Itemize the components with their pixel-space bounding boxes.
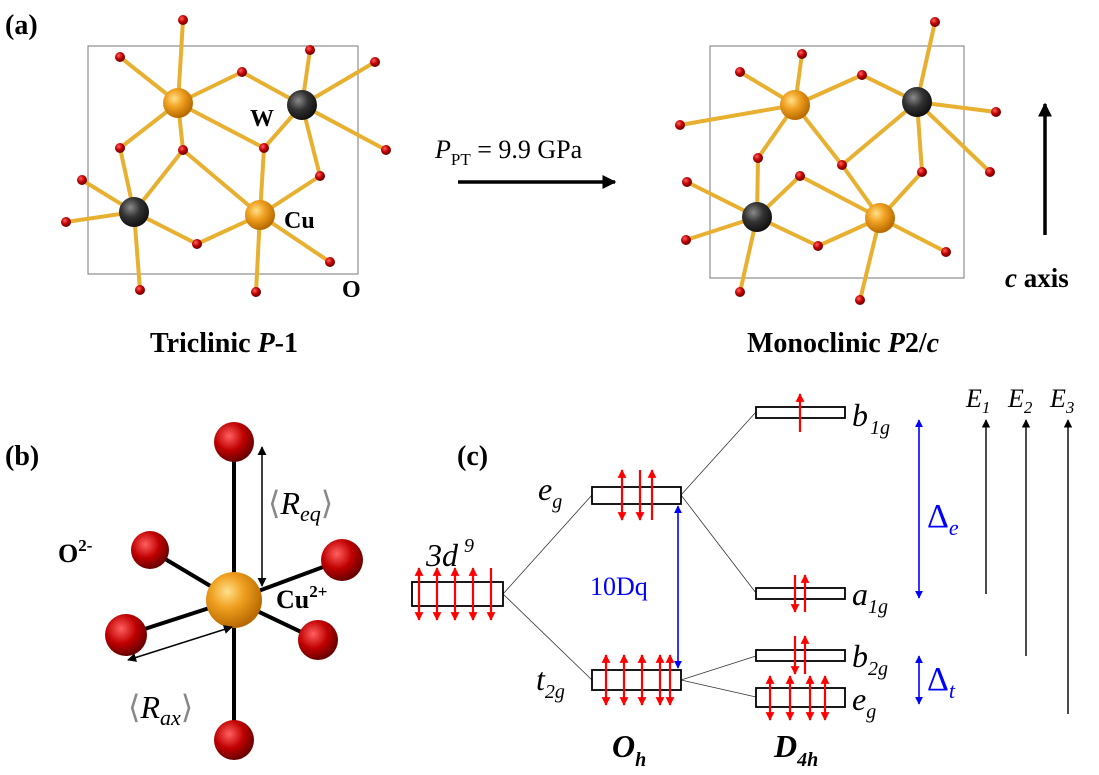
- transition-arrows: [981, 419, 1073, 714]
- oh-symmetry-label: Oh: [612, 728, 646, 771]
- atom-label-cu: Cu: [284, 208, 315, 234]
- delta-t-label: Δt: [927, 661, 956, 703]
- level-b2g: [755, 649, 846, 662]
- panel-a-label: (a): [5, 10, 38, 41]
- r-ax-arrow: [127, 625, 233, 662]
- d4h-symmetry-label: D4h: [773, 728, 818, 771]
- e2-label: E2: [1007, 384, 1033, 417]
- triclinic-structure: [61, 15, 391, 297]
- level-3d9: [411, 581, 504, 607]
- copper-ion-label: Cu2+: [276, 582, 327, 614]
- monoclinic-structure: [675, 17, 1001, 305]
- electron-spins: [414, 393, 830, 721]
- r-ax-label: ⟨Rax⟩: [128, 689, 193, 730]
- right-structure-title: Monoclinic P2/c: [747, 328, 940, 359]
- tendq-label: 10Dq: [590, 572, 648, 601]
- transition-pressure-label: PPT = 9.9 GPa: [434, 135, 583, 169]
- eg-oh-label: eg: [538, 471, 562, 513]
- a1g-label: a1g: [852, 576, 888, 618]
- delta-e-label: Δe: [927, 498, 959, 540]
- level-a1g: [755, 587, 846, 600]
- e1-label: E1: [965, 384, 990, 417]
- atom-label-o: O: [342, 277, 361, 303]
- oxygen-ion-label: O2-: [58, 536, 93, 568]
- c-axis-label: c axis: [1005, 263, 1069, 293]
- atom-label-w: W: [250, 106, 274, 132]
- left-structure-title: Triclinic P-1: [150, 328, 298, 359]
- panel-c-label: (c): [457, 441, 488, 472]
- config-label: 3d 9: [425, 535, 474, 573]
- r-eq-label: ⟨Req⟩: [268, 485, 333, 526]
- b1g-label: b 1g: [852, 397, 890, 439]
- e3-label: E3: [1049, 384, 1074, 417]
- panel-b-label: (b): [5, 441, 39, 472]
- level-connectors: [502, 411, 757, 698]
- level-eg-oh: [591, 486, 682, 505]
- eg-d4h-label: eg: [852, 681, 876, 723]
- b2g-label: b2g: [852, 638, 888, 680]
- t2g-oh-label: t2g: [536, 661, 565, 703]
- octahedron-model: [105, 422, 363, 760]
